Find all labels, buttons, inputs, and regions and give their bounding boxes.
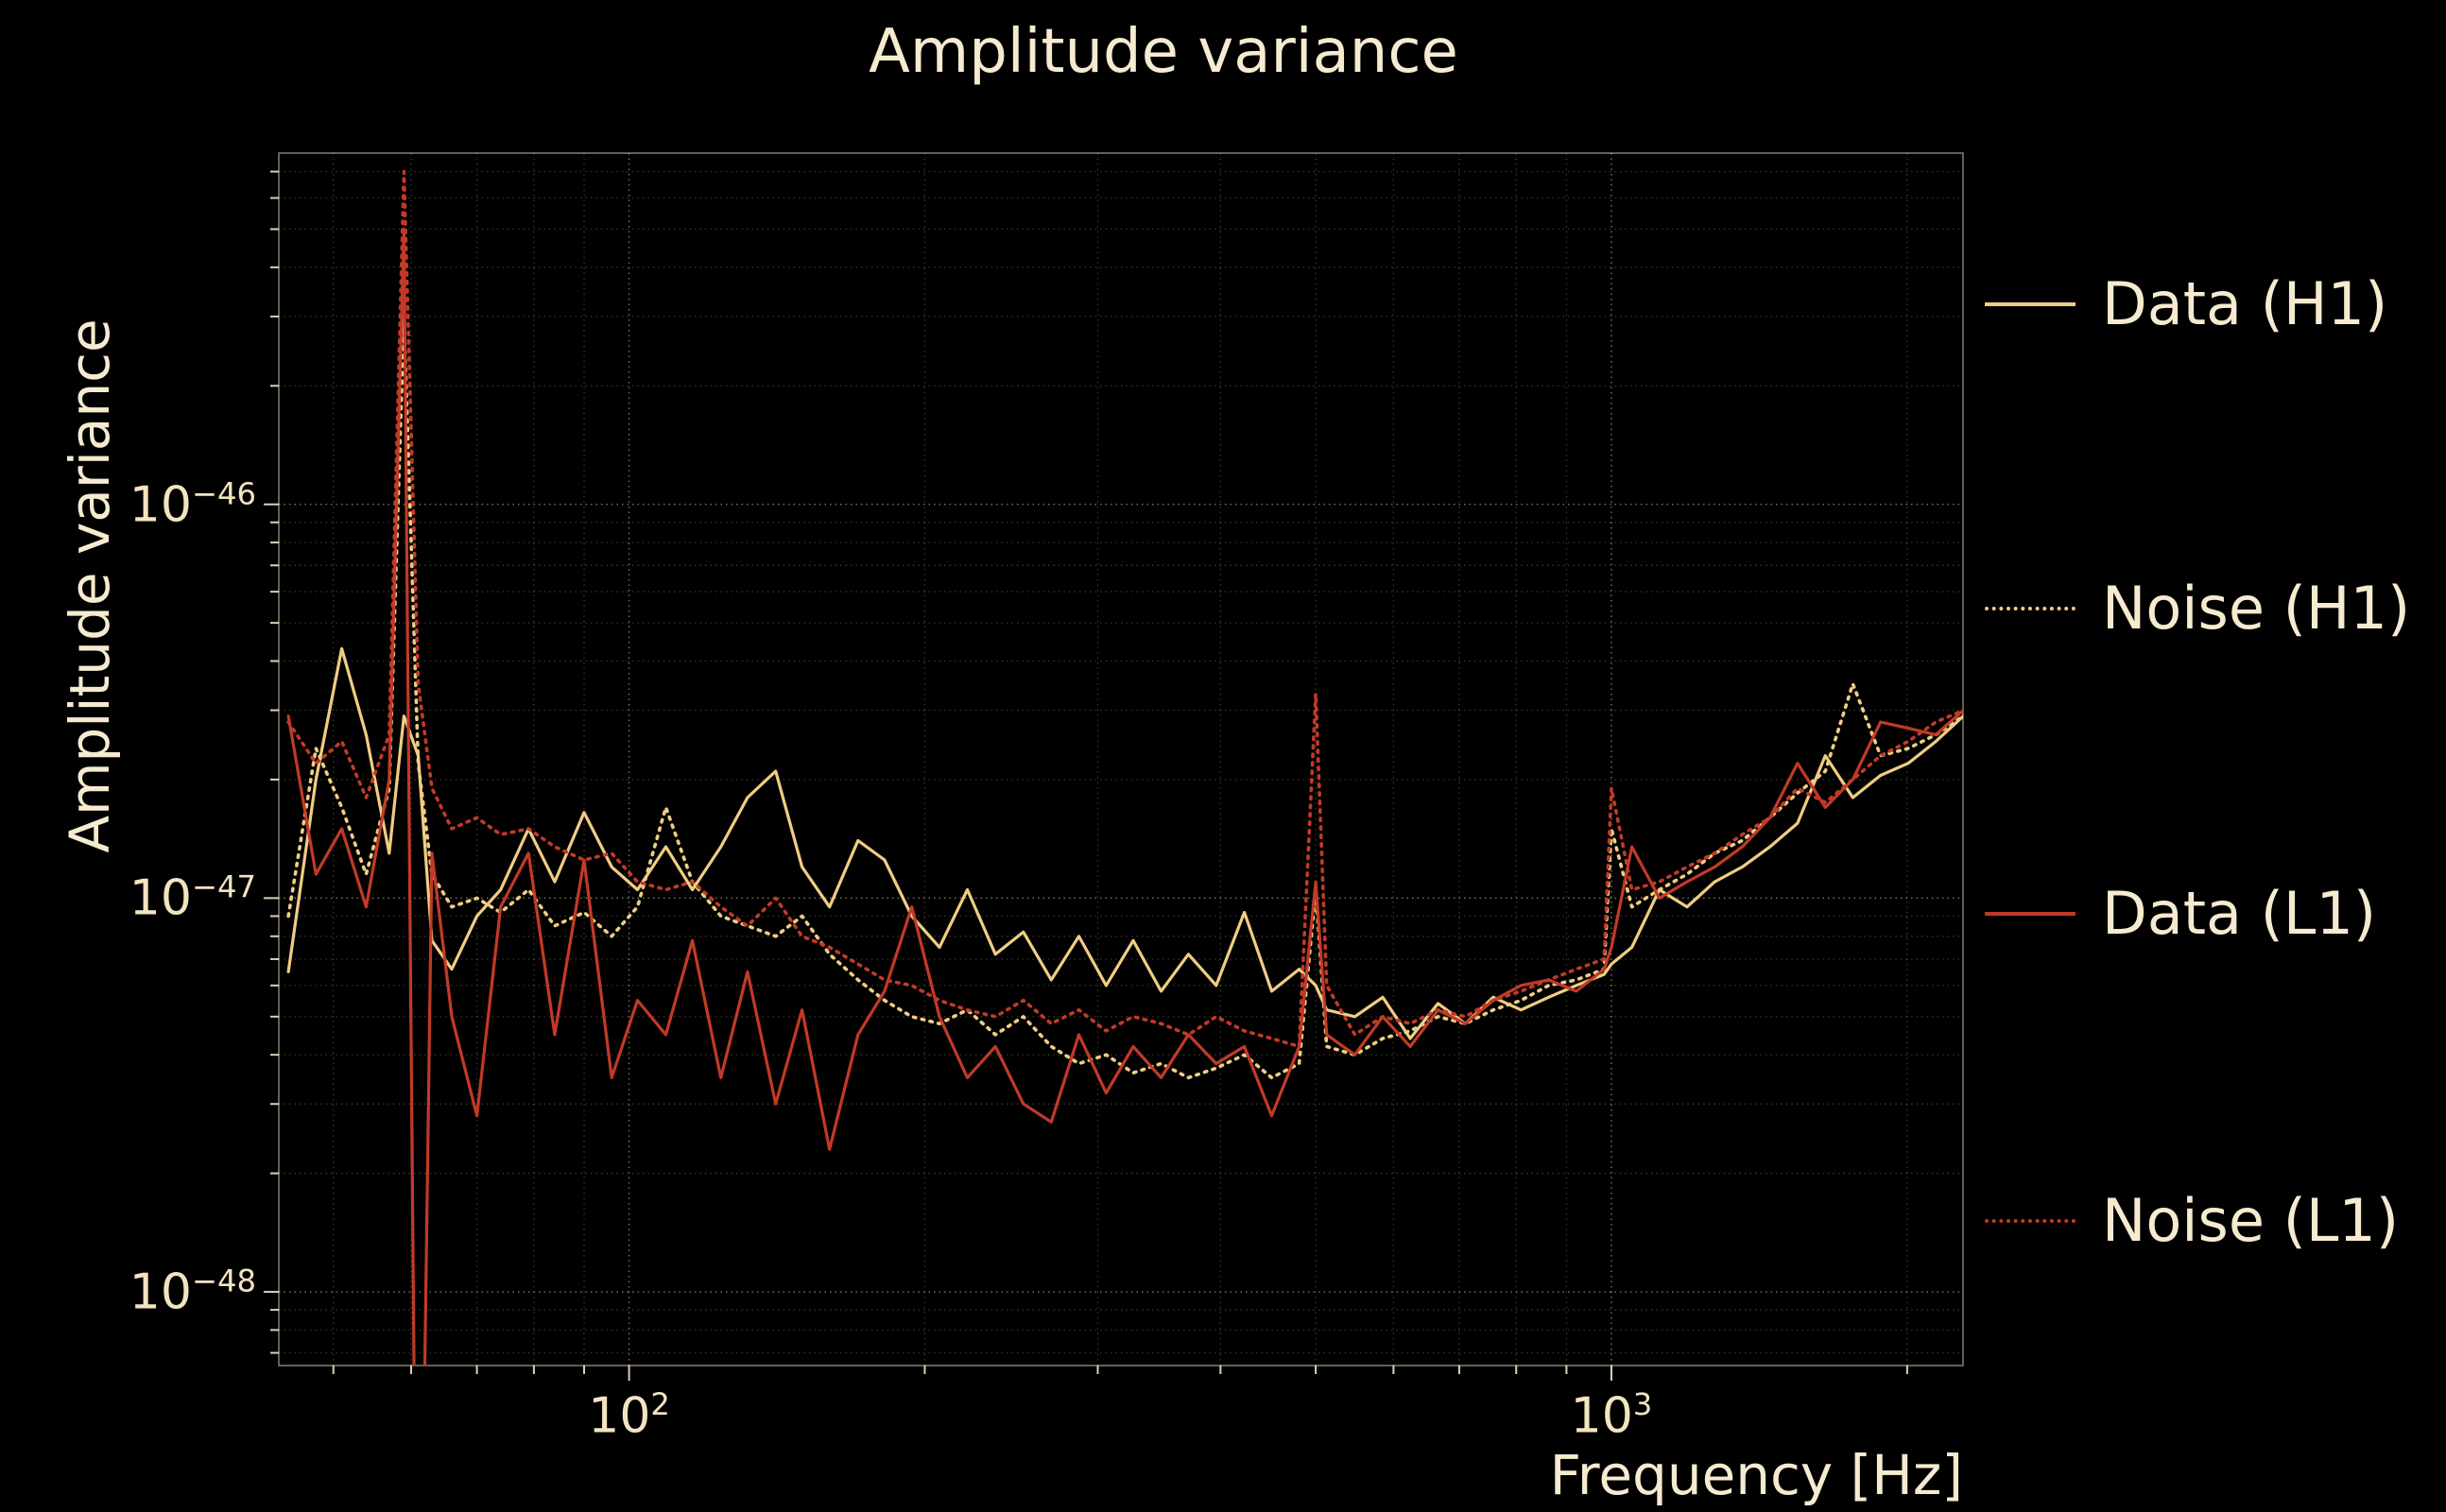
x-tick-label-1000: 103 <box>1570 1386 1653 1445</box>
legend-item-noise-l1: Noise (L1) <box>1985 1186 2399 1255</box>
data-l1-curve <box>286 227 1963 1366</box>
noise-h1-curve <box>286 315 1963 1080</box>
chart-title: Amplitude variance <box>869 17 1458 87</box>
noise-h1-line-sample <box>1985 606 2076 610</box>
legend-label-data-l1: Data (L1) <box>2102 879 2377 948</box>
legend-item-data-l1: Data (L1) <box>1985 879 2376 948</box>
noise-l1-curve <box>286 169 1963 1049</box>
grid-lines <box>279 153 1963 1366</box>
y-tick-label-1e-46: 10−46 <box>129 475 256 534</box>
x-tick-label-100: 102 <box>588 1386 670 1445</box>
legend-item-noise-h1: Noise (H1) <box>1985 574 2410 643</box>
axis-ticks <box>264 170 1908 1381</box>
x-axis-label: Frequency [Hz] <box>1549 1443 1963 1507</box>
y-tick-label-1e-47: 10−47 <box>129 868 256 928</box>
y-tick-label-1e-48: 10−48 <box>129 1263 256 1321</box>
plot-frame <box>278 152 1964 1366</box>
legend-label-data-h1: Data (H1) <box>2102 269 2388 338</box>
legend-item-data-h1: Data (H1) <box>1985 269 2387 338</box>
y-axis-label: Amplitude variance <box>58 318 122 853</box>
data-h1-line-sample <box>1985 301 2076 306</box>
legend-label-noise-h1: Noise (H1) <box>2102 574 2411 643</box>
data-l1-line-sample <box>1985 911 2076 916</box>
noise-l1-line-sample <box>1985 1218 2076 1223</box>
legend-label-noise-l1: Noise (L1) <box>2102 1186 2400 1255</box>
